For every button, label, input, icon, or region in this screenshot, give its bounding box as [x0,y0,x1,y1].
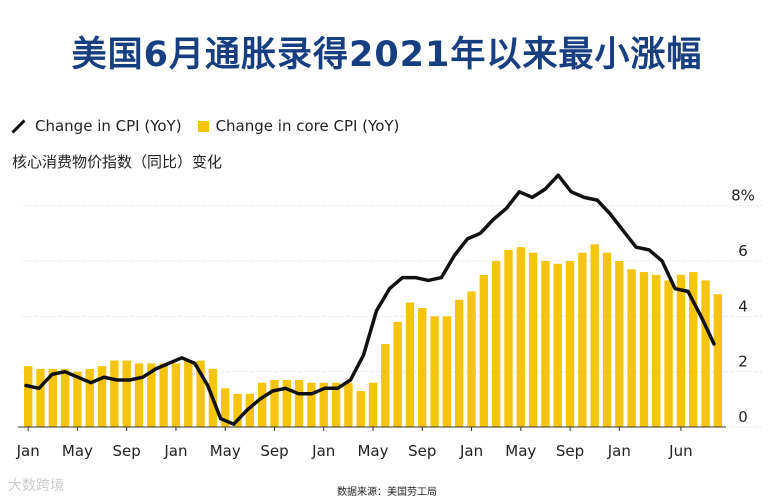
core-cpi-bar [713,294,723,427]
x-tick-label: May [357,442,388,460]
y-tick-label: 4 [738,297,748,315]
core-cpi-bar [85,368,94,427]
core-cpi-bar [270,379,279,427]
core-cpi-legend-label: Change in core CPI (YoY) [215,117,400,135]
source-note: 数据来源：美国劳工局 [337,487,437,498]
y-tick-label: 6 [738,242,748,260]
core-cpi-bar [553,263,562,427]
core-cpi-bar [393,321,402,427]
core-cpi-legend-swatch-icon [197,120,209,132]
core-cpi-bar [356,391,365,427]
core-cpi-bar [701,280,710,427]
x-tick-label: May [505,442,536,460]
core-cpi-bar [233,393,242,427]
core-cpi-bar [442,316,452,427]
core-cpi-bar [307,382,316,427]
x-tick-label: Jun [668,442,692,460]
core-cpi-bar [344,382,353,427]
x-tick-label: Jan [163,442,187,460]
core-cpi-bar [676,274,686,427]
core-cpi-bar [184,360,193,427]
core-cpi-bar [491,261,501,427]
core-cpi-bar [23,366,33,427]
chart-subtitle: 核心消费物价指数（同比）变化 [12,153,223,171]
core-cpi-bar [455,299,464,427]
core-cpi-bar [430,316,439,427]
core-cpi-bar [368,382,378,427]
x-tick-label: May [62,442,93,460]
y-tick-label: 0 [738,408,748,426]
x-tick-label: Sep [408,442,436,460]
core-cpi-bar [159,363,168,427]
x-tick-label: Jan [459,442,483,460]
core-cpi-bar [615,261,624,427]
core-cpi-bar [36,368,45,427]
core-cpi-bar [479,274,489,427]
core-cpi-bar [60,368,70,427]
core-cpi-bar [504,249,513,427]
core-cpi-bar [689,272,698,427]
y-tick-label: 8% [731,187,755,205]
x-tick-label: Sep [556,442,584,460]
core-cpi-bar [381,344,390,427]
cpi-line [24,173,716,426]
watermark: 大数跨境 [8,478,64,494]
core-cpi-bar [171,363,181,427]
core-cpi-bar [541,261,550,427]
core-cpi-bar [578,252,587,427]
core-cpi-bar [73,371,82,427]
x-tick-label: Jan [607,442,631,460]
core-cpi-bar [405,302,415,427]
core-cpi-bar [221,388,230,427]
core-cpi-bar [627,269,636,427]
x-tick-label: Sep [260,442,288,460]
core-cpi-bar [602,252,612,427]
core-cpi-bar [639,272,649,427]
core-cpi-bar [257,382,267,427]
axes: 0 2 4 6 8% Jan May Sep Jan May Sep Jan May Sep Jan May S… [16,187,755,460]
core-cpi-bar [97,366,107,427]
x-tick-label: Jan [16,442,40,460]
core-cpi-bar [294,379,304,427]
core-cpi-bar [110,360,119,427]
core-cpi-bar [652,274,661,427]
core-cpi-bar [516,247,525,427]
core-cpi-bar [48,368,57,427]
cpi-line-path [24,173,716,426]
core-cpi-bars [23,244,723,427]
chart-title: 美国6月通胀录得2021年以来最小涨幅 [71,35,703,75]
cpi-legend-label: Change in CPI (YoY) [35,117,182,135]
core-cpi-bar [331,382,341,427]
core-cpi-bar [664,280,673,427]
core-cpi-bar [418,308,427,427]
x-tick-label: Jan [311,442,335,460]
legend: Change in CPI (YoY) Change in core CPI (… [10,117,399,135]
cpi-chart: 0 2 4 6 8% Jan May Sep Jan May Sep Jan May Sep Jan May S… [16,173,762,460]
core-cpi-bar [528,252,538,427]
core-cpi-bar [467,291,476,427]
core-cpi-bar [196,360,205,427]
core-cpi-bar [282,379,291,427]
core-cpi-bar [122,360,131,427]
core-cpi-bar [245,393,255,427]
core-cpi-bar [565,261,575,427]
core-cpi-bar [134,363,144,427]
core-cpi-bar [590,244,599,427]
core-cpi-bar [147,363,156,427]
x-tick-label: Sep [113,442,141,460]
x-tick-label: May [210,442,241,460]
core-cpi-bar [319,382,328,427]
gridlines [22,205,762,428]
y-tick-label: 2 [738,353,748,371]
